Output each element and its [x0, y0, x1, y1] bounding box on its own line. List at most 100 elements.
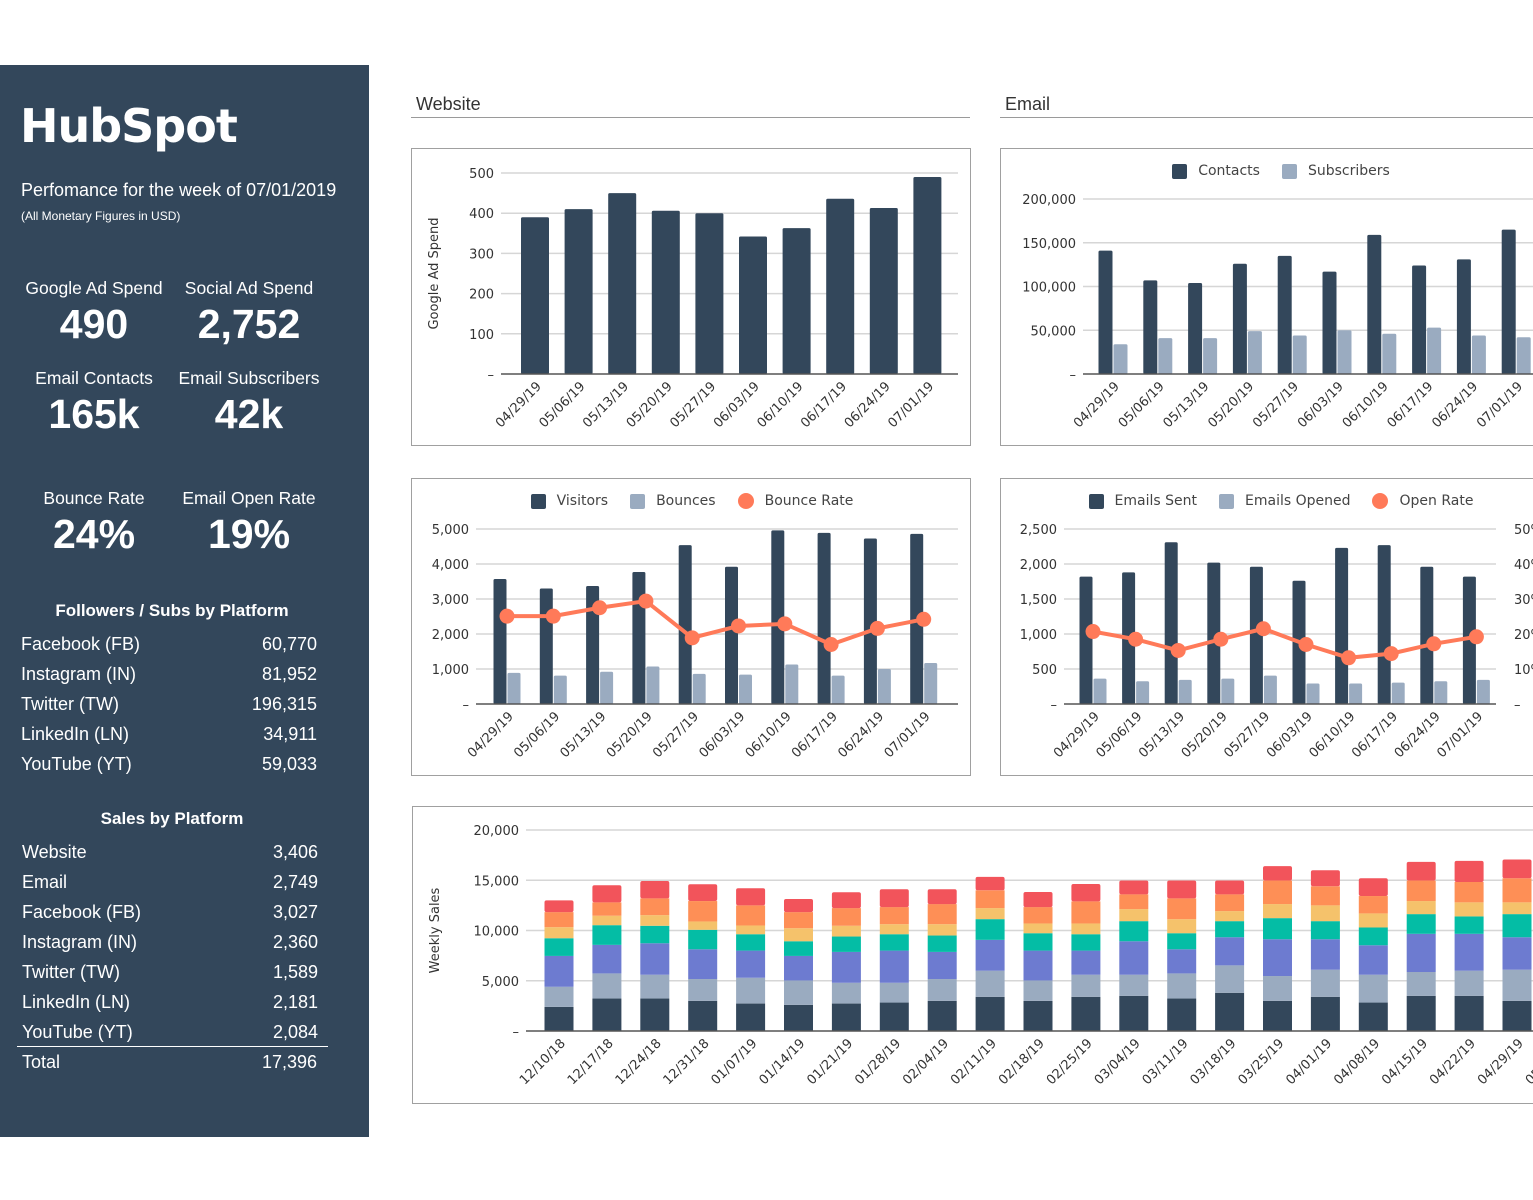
y2-tick-label: 30%	[1514, 593, 1533, 608]
kpi-value: 490	[59, 301, 129, 347]
chart-legend: Emails Sent Emails Opened Open Rate	[1001, 493, 1533, 509]
legend-label: Bounces	[656, 493, 716, 509]
stacked-bar-segment	[1167, 919, 1197, 934]
stacked-bar-segment	[1454, 902, 1484, 917]
stacked-bar-segment	[784, 980, 813, 1005]
stacked-bar-segment	[927, 979, 957, 1001]
stacked-bar-segment	[1406, 995, 1436, 1031]
y2-tick-label: 10%	[1514, 663, 1533, 678]
y-tick-label: 2,000	[432, 628, 469, 643]
stacked-bar-segment	[1119, 921, 1149, 942]
bar	[863, 538, 877, 704]
legend-swatch	[630, 493, 646, 509]
platform-row: LinkedIn (LN) 2,181	[22, 992, 318, 1014]
x-tick-label: 05/20/19	[604, 709, 656, 761]
stacked-bar-segment	[1406, 880, 1436, 902]
stacked-bar-segment	[1502, 1000, 1532, 1031]
y-tick-label: 50,000	[1031, 324, 1077, 339]
stacked-bar-segment	[688, 921, 718, 930]
bar	[1247, 331, 1262, 374]
bar	[1501, 229, 1516, 374]
bar	[564, 209, 593, 374]
rate-point	[823, 637, 839, 652]
bar	[1079, 576, 1093, 704]
stacked-bar-segment	[640, 898, 670, 916]
kpi-value: 24%	[52, 511, 136, 557]
stacked-bar-segment	[1358, 974, 1388, 1003]
bar	[1249, 566, 1263, 704]
x-tick-label: 06/10/19	[755, 379, 807, 431]
x-tick-label: 03/25/19	[1235, 1036, 1287, 1088]
bar	[1427, 327, 1442, 374]
x-tick-label: 06/10/19	[1340, 379, 1392, 431]
x-tick-label: 05/27/19	[650, 709, 702, 761]
x-tick-label: 12/31/18	[661, 1036, 713, 1088]
platform-value: 81,952	[261, 664, 317, 684]
legend-item: Subscribers	[1281, 163, 1390, 179]
x-tick-label: 04/29/19	[465, 709, 517, 761]
x-tick-label: 04/29/19	[493, 379, 545, 431]
platform-value: 196,315	[251, 694, 317, 714]
chart-weekly-sales: – 5,000 10,000 15,000 20,000 12/10/18 12/17/18…	[412, 806, 1533, 1104]
y-tick-label: 3,000	[432, 593, 469, 608]
legend-item: Visitors	[530, 493, 608, 509]
bar	[507, 672, 521, 704]
stacked-bar-segment	[736, 888, 766, 906]
stacked-bar-segment	[1119, 909, 1149, 922]
stacked-bar-segment	[1023, 950, 1053, 981]
rate-point	[1128, 631, 1144, 647]
y-tick-label: 300	[469, 247, 494, 262]
bar	[924, 663, 938, 704]
x-tick-label: 02/11/19	[948, 1036, 1000, 1088]
bar	[1335, 547, 1349, 704]
chart-contacts-subscribers: – 50,000 100,000 150,000 200,000 04/29/19 05/0…	[1000, 148, 1533, 446]
y-axis-title: Google Ad Spend	[427, 217, 442, 329]
y2-tick-label: –	[1514, 698, 1521, 713]
bar	[1232, 263, 1247, 374]
rate-point	[1426, 636, 1442, 652]
x-tick-label: 06/10/19	[743, 709, 795, 761]
stacked-bar-segment	[736, 934, 766, 951]
x-tick-label: 07/01/19	[1434, 709, 1486, 761]
kpi-google-ad-spend: Google Ad Spend 490	[9, 278, 179, 348]
x-tick-label: 03/11/19	[1140, 1036, 1192, 1088]
rate-point	[777, 616, 793, 632]
stacked-bar-segment	[975, 996, 1005, 1031]
stacked-bar-segment	[1023, 892, 1053, 908]
x-tick-label: 05/13/19	[558, 709, 610, 761]
stacked-bar-segment	[640, 925, 670, 944]
stacked-bar-segment	[688, 979, 718, 1001]
stacked-bar-segment	[1263, 880, 1292, 905]
rate-line	[507, 598, 925, 647]
stacked-bar-segment	[1071, 974, 1101, 997]
x-tick-label: 05/13/19	[1161, 379, 1213, 431]
rate-point	[1383, 646, 1399, 662]
bar	[1322, 271, 1337, 374]
platform-value: 3,406	[272, 842, 318, 862]
section-title-email: Email	[1000, 94, 1533, 118]
y-tick-label: 15,000	[474, 874, 520, 889]
x-tick-label: 02/25/19	[1044, 1036, 1096, 1088]
bar	[1462, 576, 1476, 704]
stacked-bar-segment	[1071, 996, 1101, 1031]
platform-row: Facebook (FB) 60,770	[21, 634, 317, 656]
rate-point	[1085, 624, 1101, 640]
bar	[539, 588, 553, 704]
section-title-website: Website	[411, 94, 970, 118]
stacked-bar-segment	[688, 901, 718, 922]
legend-item: Emails Sent	[1088, 493, 1197, 509]
stacked-bar-segment	[688, 884, 718, 902]
bar	[739, 674, 752, 704]
stacked-bar-segment	[592, 915, 622, 926]
rate-point	[1468, 629, 1484, 645]
stacked-bar-segment	[975, 970, 1005, 997]
y-tick-label: 10,000	[474, 925, 520, 940]
stacked-bar-segment	[831, 892, 861, 909]
stacked-bar-segment	[784, 912, 813, 929]
stacked-bar-segment	[1454, 881, 1484, 903]
bar	[817, 532, 831, 704]
stacked-bar-segment	[1406, 914, 1436, 934]
stacked-bar-segment	[1023, 933, 1053, 951]
bar	[1456, 259, 1471, 374]
stacked-bar-segment	[927, 924, 957, 936]
